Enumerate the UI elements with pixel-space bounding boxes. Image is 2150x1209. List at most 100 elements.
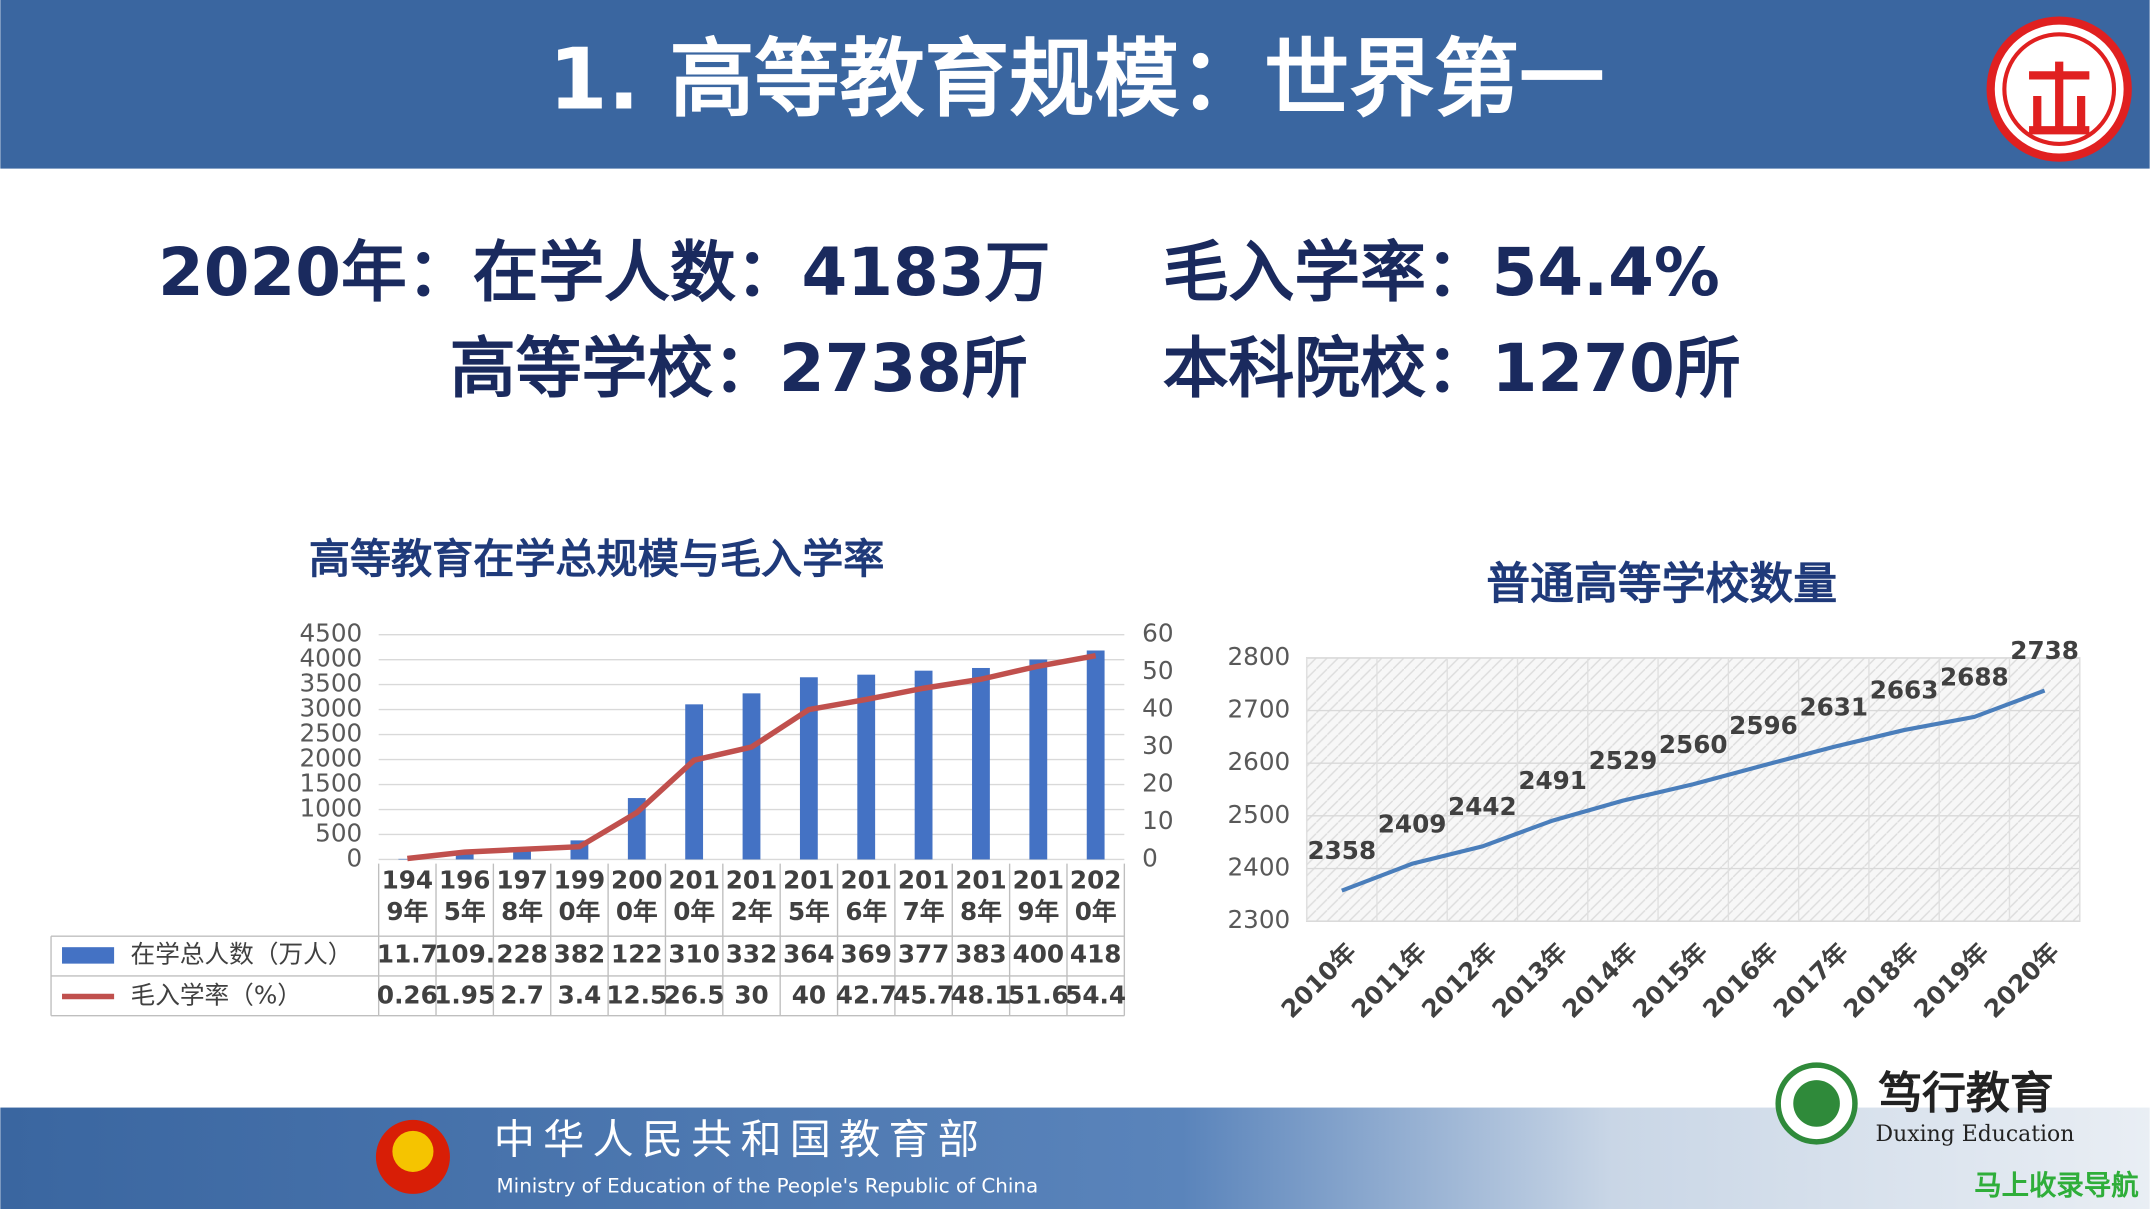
bar [1029,659,1048,860]
table-value: 383 [955,939,1006,968]
y-tick-label: 2500 [1227,800,1290,829]
data-label: 2358 [1307,836,1376,865]
x-tick-label-part: 9年 [1017,897,1059,926]
table-value: 382 [554,939,605,968]
stat: 2020年：在学人数：4183万 [158,234,1050,311]
emblem [375,1119,450,1194]
y-tick-label: 2700 [1227,695,1290,724]
data-label: 2529 [1589,746,1658,775]
data-label: 2631 [1799,693,1868,722]
chart-title: 普通高等学校数量 [1486,559,1837,610]
y-tick-label: 1500 [299,769,362,798]
x-tick-label-part: 199 [554,865,605,894]
x-tick-label-part: 201 [783,865,834,894]
y-tick-label: 2800 [1227,642,1290,671]
y-tick-label: 2600 [1227,747,1290,776]
table-value: 54.4 [1065,981,1126,1010]
bar [398,858,417,860]
x-tick-label-part: 9年 [386,897,428,926]
data-label: 2409 [1378,809,1447,838]
y-tick-label: 3500 [299,669,362,698]
data-label: 2688 [1940,663,2009,692]
table-value: 369 [840,939,891,968]
table-value: 377 [898,939,949,968]
y2-tick-label: 30 [1142,731,1173,760]
x-tick-label: 2013年 [1486,937,1572,1023]
chart-title: 高等教育在学总规模与毛入学率 [309,535,885,583]
table-value: 122 [611,939,662,968]
plot-area [1305,657,2081,922]
y-tick-label: 2000 [299,744,362,773]
data-label: 2442 [1448,792,1517,821]
y-tick-label: 0 [347,843,363,872]
footer-org: 中华人民共和国教育部 [494,1116,987,1164]
x-tick-label-part: 194 [382,865,433,894]
data-label: 2663 [1870,676,1939,705]
x-tick-label-part: 5年 [444,897,486,926]
stat: 毛入学率：54.4% [1163,234,1720,311]
data-label: 2738 [2010,636,2079,665]
y2-tick-label: 20 [1142,769,1173,798]
y-tick-label: 2500 [299,719,362,748]
x-tick-label: 2011年 [1346,937,1432,1023]
x-tick-label-part: 0年 [616,897,658,926]
bar [685,704,704,860]
line [407,652,1097,862]
x-tick-label-part: 196 [439,865,490,894]
slide-title: 1. 高等教育规模：世界第一 [549,30,1605,129]
y2-tick-label: 10 [1142,806,1173,835]
x-tick-label: 194 9年 [382,865,433,926]
bar [742,693,761,860]
stat: 本科院校：1270所 [1163,330,1741,407]
y-tick-label: 1000 [299,794,362,823]
y-tick-label: 500 [315,818,362,847]
table-value: 418 [1070,939,1121,968]
y-tick-label: 4000 [299,644,362,673]
x-tick-label-part: 197 [496,865,547,894]
y-tick-label: 4500 [299,619,362,648]
bar [1086,650,1105,860]
x-tick-label: 2019年 [1908,937,1994,1023]
header-band [0,0,2150,169]
x-tick-label-part: 7年 [903,897,945,926]
y-tick-label: 3000 [299,694,362,723]
x-tick-label: 2018年 [1838,937,1924,1023]
y2-tick-label: 40 [1142,694,1173,723]
y-tick-label: 2400 [1227,853,1290,882]
x-tick-label-part: 5年 [788,897,830,926]
table-value: 228 [496,939,547,968]
chart-1: 0500100015002000250030003500400045000102… [50,619,1174,1017]
y-tick-label: 2300 [1227,905,1290,934]
x-tick-label-part: 200 [611,865,662,894]
x-tick-label: 197 8年 [496,865,547,926]
table-value: 51.6 [1008,981,1069,1010]
table-value: 1.95 [434,981,495,1010]
x-tick-label: 2017年 [1767,937,1853,1023]
brand-logo [1775,1062,1858,1145]
y2-tick-label: 0 [1142,843,1158,872]
brand-name-en: Duxing Education [1876,1122,2075,1147]
x-tick-label-part: 0年 [1075,897,1117,926]
bar [513,848,531,860]
table-value: 12.5 [606,981,667,1010]
table-value: 11.7 [377,939,438,968]
x-tick-label: 2010年 [1275,937,1361,1023]
x-tick-label-part: 8年 [501,897,543,926]
x-tick-label-part: 202 [1070,865,1121,894]
table-value: 26.5 [664,981,725,1010]
x-tick-label-part: 201 [1013,865,1064,894]
bar [857,674,876,860]
table-value: 109. [434,939,495,968]
data-label: 2491 [1518,766,1587,795]
x-tick-label-part: 2年 [731,897,773,926]
table-value: 3.4 [558,981,602,1010]
x-tick-label-part: 201 [668,865,719,894]
